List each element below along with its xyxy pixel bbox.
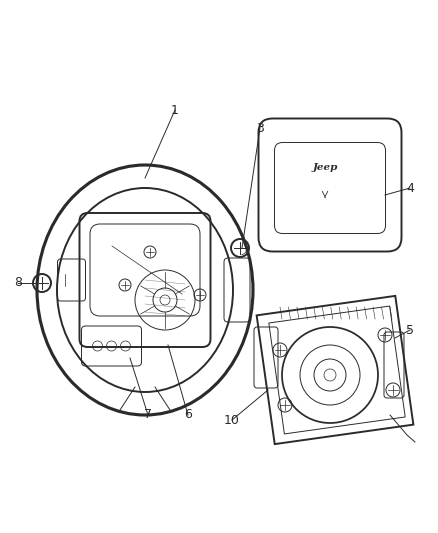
Text: Jeep: Jeep [312,163,338,172]
Text: 10: 10 [224,414,240,426]
Text: 8: 8 [14,277,22,289]
Text: 1: 1 [171,103,179,117]
Text: 6: 6 [184,408,192,422]
Text: 7: 7 [144,408,152,422]
Text: 4: 4 [406,182,414,195]
Text: 5: 5 [406,324,414,336]
Text: 3: 3 [256,122,264,134]
